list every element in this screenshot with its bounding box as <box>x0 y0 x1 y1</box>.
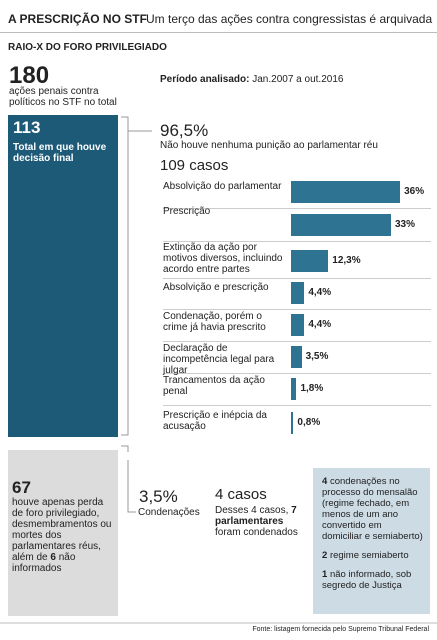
row-separator <box>163 405 431 406</box>
bar <box>291 346 302 368</box>
category-label: Trancamentos da ação penal <box>163 375 265 397</box>
undecided-text: houve apenas perda de foro privilegiado,… <box>12 497 112 563</box>
undecided-box <box>8 450 118 616</box>
convictions-label: Condenações <box>138 507 200 518</box>
bar <box>291 181 401 203</box>
period-value: Jan.2007 a out.2016 <box>252 74 344 85</box>
undecided-value: 67 <box>12 478 31 497</box>
bar <box>291 378 297 400</box>
bar <box>291 214 391 236</box>
bracket-undecided <box>121 445 129 452</box>
total-value: 180 <box>9 62 50 89</box>
detail-bold: 7 parlamentares <box>215 505 297 527</box>
convictions-items: 4 condenações no processo do mensalão (r… <box>322 476 424 599</box>
item-count: 2 <box>322 550 328 561</box>
item-text: não informado, sob segredo de Justiça <box>322 569 412 591</box>
item-count: 1 <box>322 569 328 580</box>
row-separator <box>163 373 431 374</box>
conviction-item: 1 não informado, sob segredo de Justiça <box>322 569 424 591</box>
undecided-label: houve apenas perda de foro privilegiado,… <box>12 497 112 574</box>
item-count: 4 <box>322 476 328 487</box>
row-separator <box>163 309 431 310</box>
value-label: 4,4% <box>308 319 332 330</box>
value-label: 1,8% <box>300 383 324 394</box>
decided-box <box>8 115 118 437</box>
value-label: 12,3% <box>332 255 361 266</box>
bar <box>291 282 305 304</box>
item-text: condenações no processo do mensalão (reg… <box>322 476 423 542</box>
detail-text: Desses 4 casos, <box>215 505 289 516</box>
no-punishment-label: Não houve nenhuma punição ao parlamentar… <box>160 140 378 151</box>
total-label: ações penais contra políticos no STF no … <box>9 86 117 108</box>
category-label: Prescrição <box>163 206 211 217</box>
category-label: Extinção da ação por motivos diversos, i… <box>163 242 283 275</box>
row-separator <box>163 241 431 242</box>
category-label: Condenação, porém o crime já havia presc… <box>163 311 266 333</box>
bracket-link-convictions <box>127 460 136 513</box>
title: A PRESCRIÇÃO NO STF <box>8 12 147 26</box>
category-label: Declaração de incompetência legal para j… <box>163 343 275 376</box>
value-label: 0,8% <box>297 417 321 428</box>
row-separator <box>163 341 431 342</box>
bracket-decided <box>121 116 129 436</box>
item-text: regime semiaberto <box>329 550 409 561</box>
period-label: Período analisado: <box>160 74 250 85</box>
row-separator <box>163 208 431 209</box>
value-label: 4,4% <box>308 287 332 298</box>
convictions-box <box>313 468 430 614</box>
conviction-item: 2 regime semiaberto <box>322 550 424 561</box>
bar <box>291 250 329 272</box>
decided-label: Total em que houve decisão final <box>13 142 107 164</box>
conviction-item: 4 condenações no processo do mensalão (r… <box>322 476 424 542</box>
no-punishment-cases: 109 casos <box>160 157 229 174</box>
bar <box>291 314 305 336</box>
category-label: Absolvição do parlamentar <box>163 181 282 192</box>
category-label: Absolvição e prescrição <box>163 282 269 293</box>
subtitle: Um terço das ações contra congressistas … <box>146 12 433 26</box>
category-label: Prescrição e inépcia da acusação <box>163 410 267 432</box>
undecided-count: 6 <box>50 552 56 563</box>
value-label: 3,5% <box>305 351 329 362</box>
detail-text-end: foram condenados <box>215 527 298 538</box>
undecided-text-end: não informados <box>12 552 76 574</box>
convictions-percent: 3,5% <box>139 487 178 506</box>
no-punishment-percent: 96,5% <box>160 121 209 140</box>
section-title: RAIO-X DO FORO PRIVILEGIADO <box>8 42 167 53</box>
value-label: 36% <box>404 186 425 197</box>
value-label: 33% <box>394 219 415 230</box>
convictions-detail: Desses 4 casos, 7 parlamentares foram co… <box>215 505 300 538</box>
row-separator <box>163 278 431 279</box>
divider <box>0 32 437 33</box>
period: Período analisado: Jan.2007 a out.2016 <box>160 74 343 85</box>
source: Fonte: listagem fornecida pelo Supremo T… <box>252 626 429 633</box>
bar <box>291 412 294 434</box>
decided-value: 113 <box>13 118 41 137</box>
convictions-cases: 4 casos <box>215 486 267 503</box>
